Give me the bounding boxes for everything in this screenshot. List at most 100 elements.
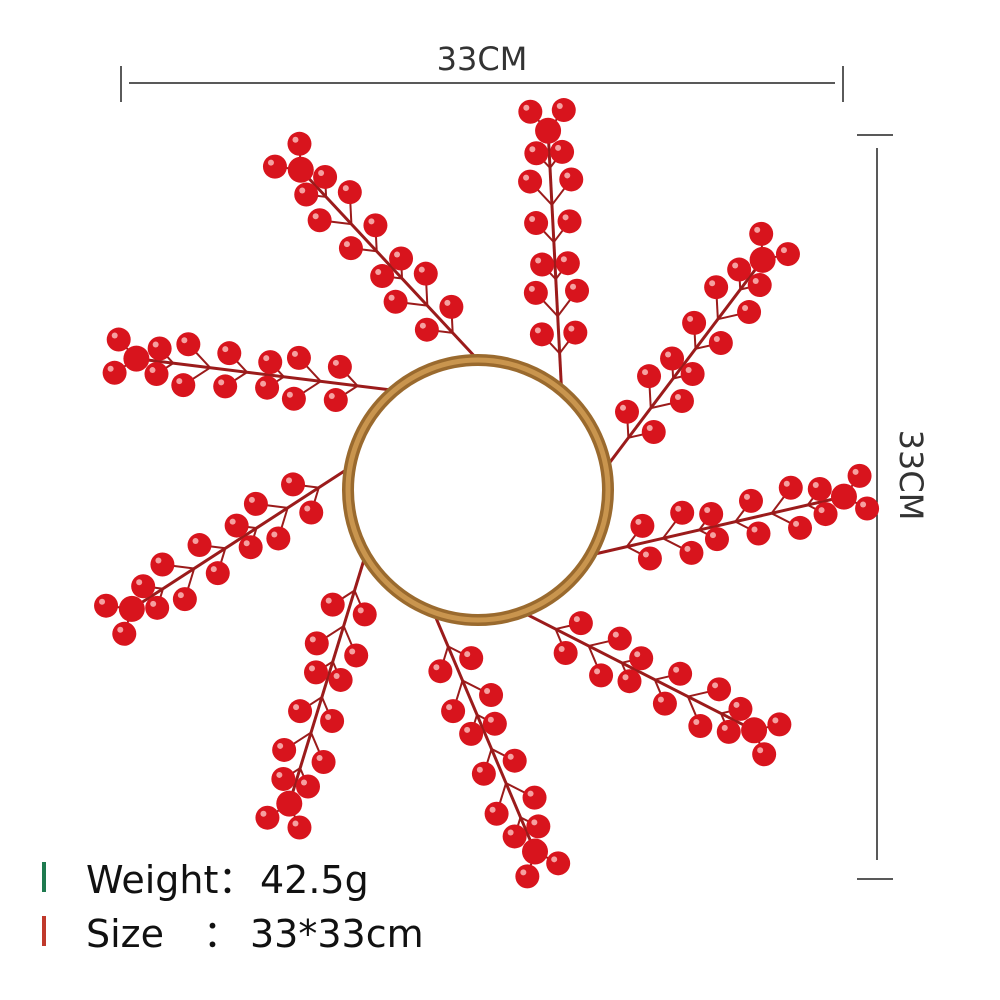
berry-highlight	[674, 393, 681, 400]
berry	[847, 463, 872, 488]
berry-highlight	[218, 379, 225, 386]
berry	[565, 278, 590, 303]
berry	[518, 99, 543, 124]
berry	[118, 595, 145, 622]
berry-highlight	[709, 280, 716, 287]
berry-highlight	[852, 468, 859, 475]
berry-highlight	[687, 315, 694, 322]
berry	[529, 322, 554, 347]
berry	[94, 593, 119, 618]
berry-highlight	[742, 305, 749, 312]
berry	[767, 712, 792, 737]
berry	[637, 364, 662, 389]
berry	[617, 669, 642, 694]
berry-highlight	[107, 365, 114, 372]
berry-highlight	[267, 159, 274, 166]
berry-highlight	[444, 299, 451, 306]
berry	[459, 646, 484, 671]
berry-highlight	[757, 747, 764, 754]
berry-highlight	[523, 174, 530, 181]
berry-highlight	[754, 226, 761, 233]
berry	[679, 540, 704, 565]
berry-highlight	[646, 424, 653, 431]
berry	[428, 659, 453, 684]
berry	[313, 164, 338, 189]
berry	[272, 737, 297, 762]
berry-highlight	[665, 351, 672, 358]
berry-highlight	[342, 185, 349, 192]
berry	[238, 535, 263, 560]
berry-highlight	[299, 187, 306, 194]
branch	[136, 357, 395, 392]
berry-highlight	[210, 566, 217, 573]
berry	[482, 711, 507, 736]
berry-highlight	[309, 636, 316, 643]
berry-highlight	[293, 704, 300, 711]
berry-highlight	[433, 664, 440, 671]
berry	[363, 213, 388, 238]
berry-highlight	[464, 726, 471, 733]
berry-highlight	[713, 336, 720, 343]
berry	[205, 561, 230, 586]
berry-highlight	[721, 724, 728, 731]
berry-highlight	[551, 856, 558, 863]
berry	[524, 211, 549, 236]
berry-highlight	[685, 367, 692, 374]
berry	[147, 336, 172, 361]
berry-highlight	[594, 668, 601, 675]
berry-highlight	[155, 557, 162, 564]
berry	[716, 719, 741, 744]
berry-highlight	[229, 518, 236, 525]
berry-highlight	[732, 262, 739, 269]
berry	[550, 139, 575, 164]
berry-highlight	[291, 350, 298, 357]
berry-highlight	[243, 540, 250, 547]
berry-highlight	[368, 218, 375, 225]
berry	[295, 774, 320, 799]
berry-highlight	[388, 294, 395, 301]
berry-highlight	[535, 257, 542, 264]
berry-highlight	[176, 378, 183, 385]
berry-highlight	[357, 607, 364, 614]
berry	[688, 714, 713, 739]
berry	[439, 294, 464, 319]
berry-highlight	[222, 346, 229, 353]
berry-highlight	[556, 103, 563, 110]
berry-highlight	[292, 820, 299, 827]
berry	[217, 341, 242, 366]
berry	[320, 592, 345, 617]
berry	[563, 320, 588, 345]
berry	[287, 815, 312, 840]
berry-highlight	[177, 592, 184, 599]
berry-highlight	[136, 579, 143, 586]
berry	[707, 677, 732, 702]
branch	[287, 554, 367, 805]
berry-highlight	[712, 682, 719, 689]
width-label: 33CM	[437, 40, 528, 78]
berry	[641, 419, 666, 444]
berry	[286, 345, 311, 370]
berry	[145, 595, 170, 620]
branch	[546, 130, 564, 391]
berry	[294, 182, 319, 207]
berry-highlight	[181, 337, 188, 344]
berry-highlight	[612, 631, 619, 638]
berry-highlight	[642, 369, 649, 376]
berry-highlight	[783, 480, 790, 487]
berry	[746, 521, 771, 546]
berry-highlight	[527, 790, 534, 797]
berry	[171, 373, 196, 398]
berry-highlight	[111, 332, 118, 339]
berry	[535, 117, 562, 144]
berry	[266, 526, 291, 551]
berry	[589, 663, 614, 688]
berry	[830, 483, 857, 510]
berry	[727, 257, 752, 282]
bullet	[42, 916, 46, 946]
berry-highlight	[419, 322, 426, 329]
berry	[670, 500, 695, 525]
berry	[737, 300, 762, 325]
berry	[553, 640, 578, 665]
